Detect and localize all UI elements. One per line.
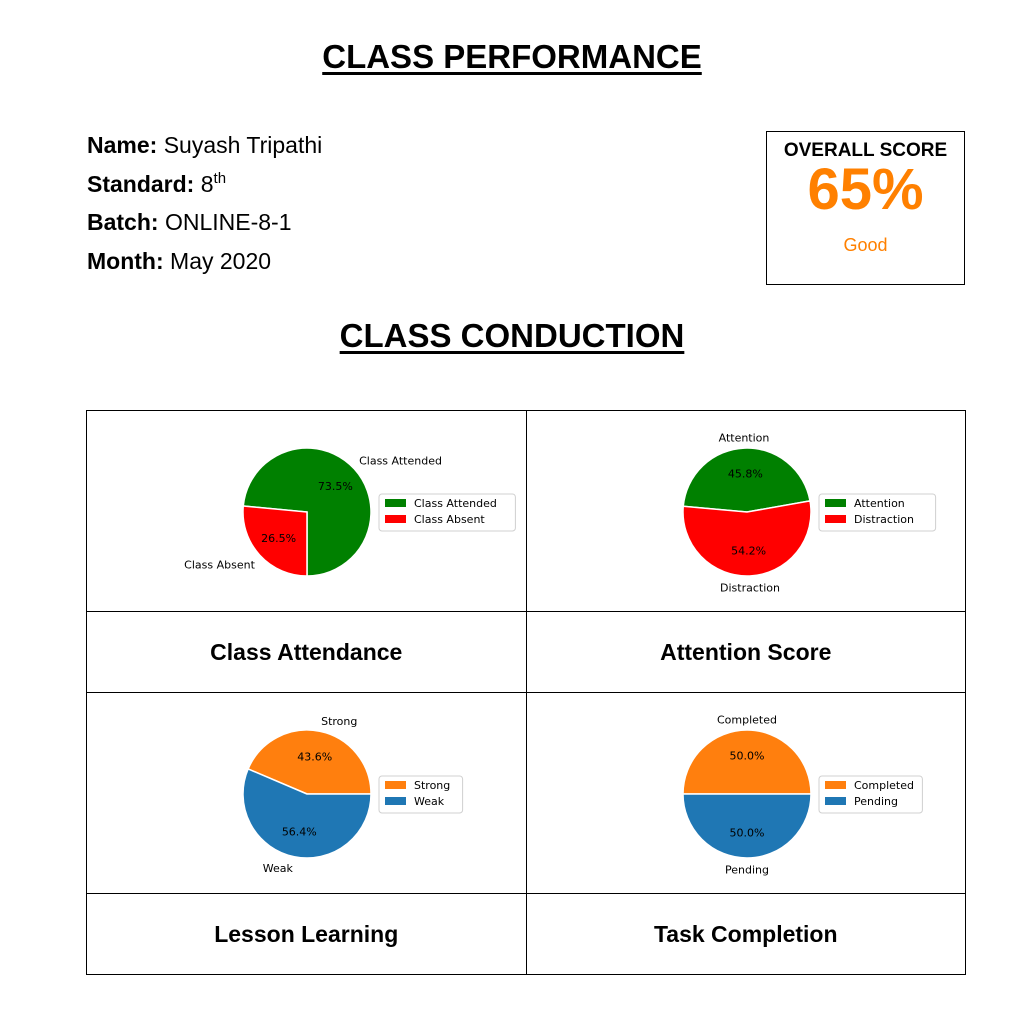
chart-cell-attention: 45.8% Attention 54.2% Distraction Attention D… — [525, 410, 966, 612]
legend-label-pending: Pending — [854, 795, 898, 808]
pie-outer-label-distraction: Distraction — [720, 581, 780, 594]
pie-outer-label-class-absent: Class Absent — [184, 558, 255, 571]
overall-score-box: OVERALL SCORE 65% Good — [766, 131, 965, 285]
pie-slice-completed — [681, 729, 812, 795]
standard-label: Standard: — [87, 170, 195, 197]
pie-chart-attention: 45.8% Attention 54.2% Distraction Attention D… — [681, 432, 936, 594]
pie-chart-lesson: 43.6% Strong 56.4% Weak Strong Weak — [242, 715, 464, 875]
pie-outer-label-weak: Weak — [263, 862, 294, 875]
pie-pct-label-strong: 43.6% — [297, 750, 332, 763]
month-label: Month: — [87, 247, 164, 274]
caption-lesson: Lesson Learning — [86, 893, 527, 975]
chart-cell-task: 50.0% Completed 50.0% Pending Completed Pendi… — [525, 692, 966, 894]
pie-outer-label-completed: Completed — [717, 714, 777, 727]
legend-swatch-weak — [385, 797, 406, 805]
overall-score-label: OVERALL SCORE — [783, 140, 948, 161]
name-row: Name: Suyash Tripathi — [87, 126, 322, 165]
pie-pct-label-class-attended: 73.5% — [318, 480, 353, 493]
charts-grid: 73.5% Class Attended 26.5% Class Absent Clas… — [86, 410, 966, 975]
report-title: CLASS PERFORMANCE — [322, 38, 702, 75]
pie-slice-distraction — [681, 500, 812, 577]
pie-outer-label-strong: Strong — [321, 715, 357, 728]
caption-task: Task Completion — [525, 893, 966, 975]
legend-swatch-distraction — [824, 515, 846, 523]
batch-label: Batch: — [87, 209, 159, 235]
pie-slice-weak — [242, 767, 372, 859]
chart-cell-lesson: 43.6% Strong 56.4% Weak Strong Weak — [86, 692, 527, 894]
legend-label-completed: Completed — [854, 779, 914, 792]
legend-label-strong: Strong — [414, 779, 450, 792]
pie-chart-task: 50.0% Completed 50.0% Pending Completed Pendi… — [681, 714, 923, 876]
legend-box — [818, 493, 936, 532]
pie-pct-label-completed: 50.0% — [729, 750, 764, 763]
legend-label-class-attended: Class Attended — [414, 497, 497, 510]
legend-swatch-completed — [824, 781, 846, 789]
pie-slice-strong — [247, 729, 372, 795]
student-info: Name: Suyash Tripathi Standard: 8th Batc… — [87, 126, 322, 280]
legend-swatch-attention — [824, 499, 846, 507]
pie-pct-label-pending: 50.0% — [729, 826, 764, 839]
name-label: Name: — [87, 132, 158, 158]
pie-outer-label-pending: Pending — [725, 863, 769, 876]
month-row: Month: May 2020 — [87, 242, 322, 281]
pie-chart-attendance: 73.5% Class Attended 26.5% Class Absent Clas… — [184, 447, 516, 577]
batch-row: Batch: ONLINE-8-1 — [87, 203, 322, 242]
legend-label-weak: Weak — [414, 795, 445, 808]
pie-pct-label-attention: 45.8% — [727, 468, 762, 481]
pie-pct-label-distraction: 54.2% — [731, 544, 766, 557]
legend-swatch-class-absent — [385, 515, 406, 523]
pie-outer-label-class-attended: Class Attended — [359, 455, 442, 468]
student-name: Suyash Tripathi — [163, 132, 323, 158]
pie-pct-label-weak: 56.4% — [282, 826, 317, 839]
legend-box — [378, 493, 516, 532]
chart-cell-attendance: 73.5% Class Attended 26.5% Class Absent Clas… — [86, 410, 527, 612]
pie-outer-label-attention: Attention — [718, 432, 769, 445]
caption-attendance: Class Attendance — [86, 611, 527, 693]
overall-score-value: 65% — [807, 157, 924, 222]
legend-label-class-absent: Class Absent — [414, 513, 485, 526]
pie-slice-class-absent — [242, 505, 308, 577]
section-title: CLASS CONDUCTION — [339, 317, 685, 354]
pie-pct-label-class-absent: 26.5% — [261, 532, 296, 545]
pie-slice-pending — [681, 793, 812, 859]
pie-slice-attention — [681, 447, 811, 513]
legend-swatch-class-attended — [385, 499, 406, 507]
overall-score-grade: Good — [843, 235, 888, 255]
caption-attention: Attention Score — [525, 611, 966, 693]
legend-swatch-pending — [824, 797, 846, 805]
standard-row: Standard: 8th — [87, 165, 322, 204]
batch-value: ONLINE-8-1 — [164, 209, 292, 235]
month-value: May 2020 — [170, 247, 272, 274]
legend-label-attention: Attention — [854, 497, 905, 510]
standard-suffix: th — [213, 169, 227, 187]
legend-label-distraction: Distraction — [854, 513, 914, 526]
standard-value: 8 — [200, 170, 214, 197]
legend-swatch-strong — [385, 781, 406, 789]
